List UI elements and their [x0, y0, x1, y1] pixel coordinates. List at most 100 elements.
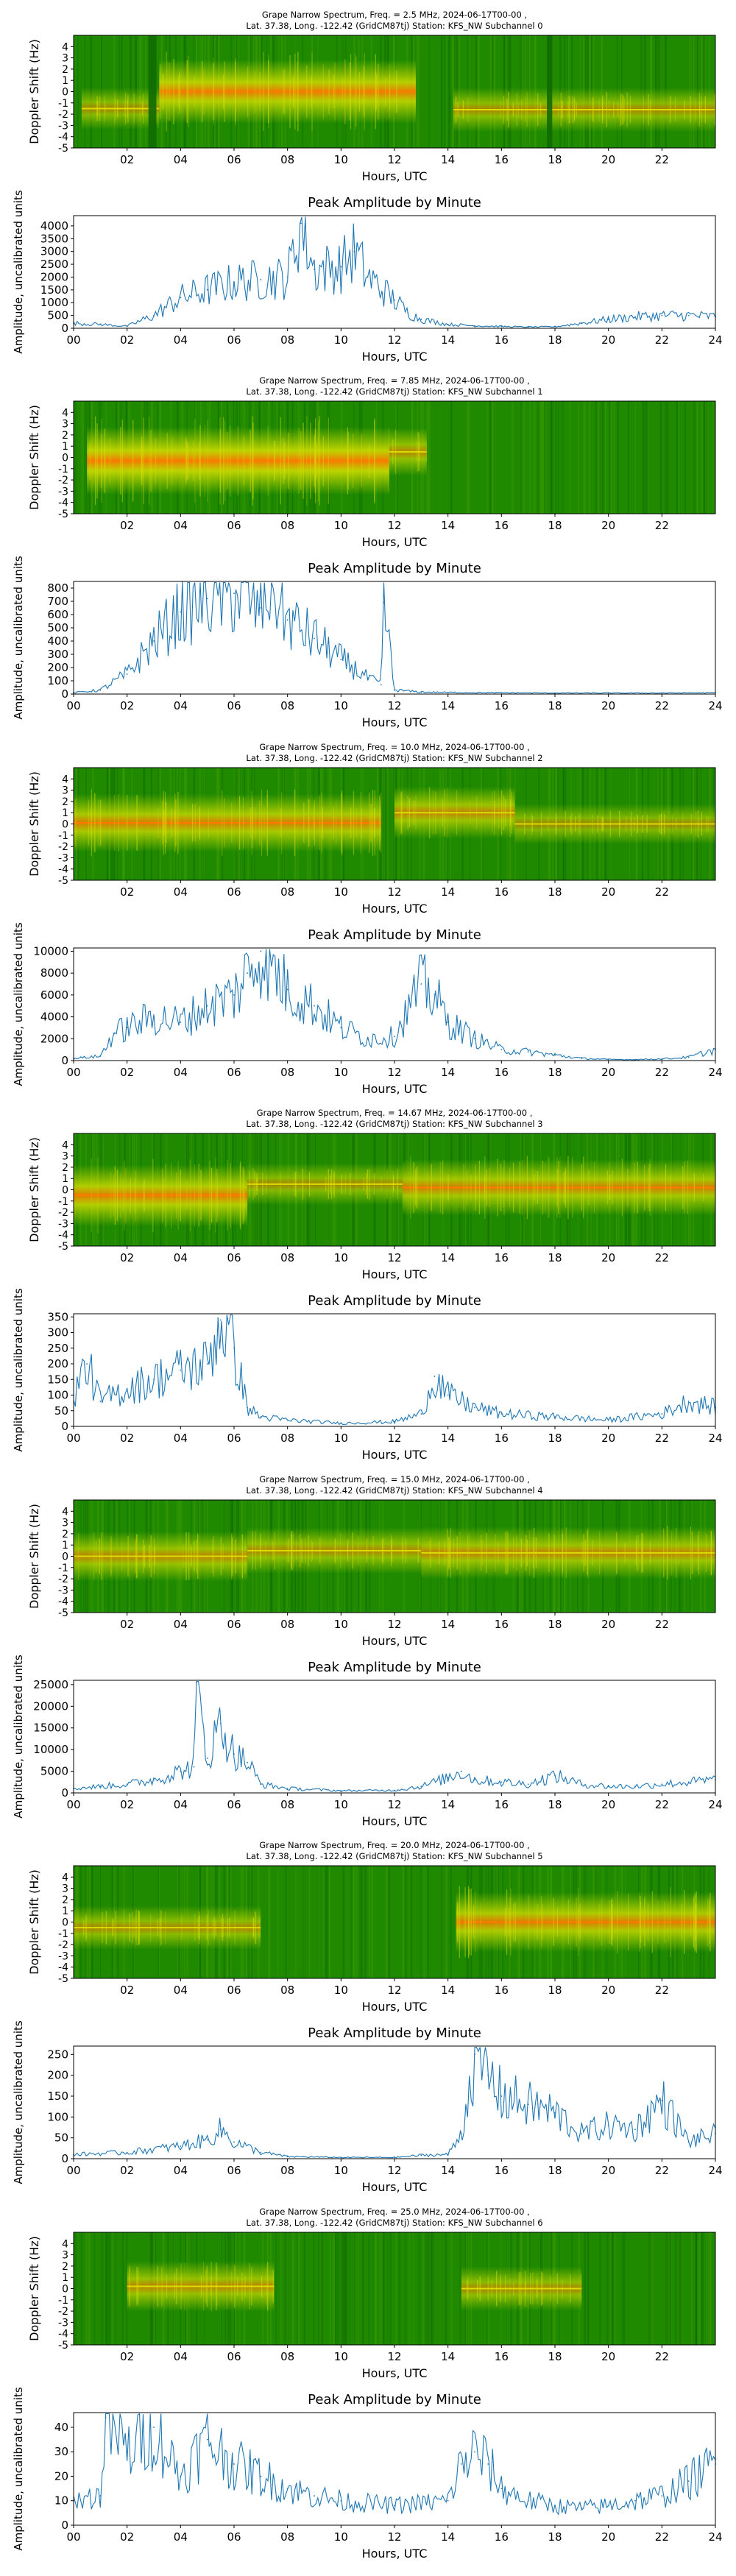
- amplitude-data-point: [180, 297, 182, 299]
- spectrum-texture-streak: [451, 401, 453, 514]
- amplitude-data-point: [86, 1363, 88, 1365]
- doppler-tick-label: 4: [62, 407, 68, 419]
- amplitude-y-tick-label: 4000: [40, 219, 68, 233]
- spectrum-fuzz: [430, 1537, 431, 1568]
- spectrum-texture-streak: [335, 2232, 337, 2345]
- amplitude-panel: Peak Amplitude by Minute 0 10 20 30 40 00 02 04 0…: [12, 2387, 723, 2561]
- spectrum-fuzz: [194, 804, 196, 842]
- spectrum-panel: Grape Narrow Spectrum, Freq. = 20.0 MHz,…: [27, 1840, 716, 2014]
- amplitude-data-point: [126, 673, 128, 675]
- amplitude-x-tick-label: 00: [66, 1798, 80, 1811]
- spectrum-texture-streak: [285, 1866, 287, 1978]
- spectrum-fuzz: [525, 2282, 526, 2296]
- spectrum-texture-streak: [675, 2232, 677, 2345]
- amplitude-x-tick-label: 18: [548, 2164, 562, 2177]
- doppler-tick-label: 4: [62, 1139, 68, 1151]
- spectrum-fuzz: [186, 1181, 188, 1210]
- amplitude-frame: [73, 2045, 716, 2159]
- amplitude-x-tick-label: 02: [120, 333, 134, 347]
- spectrum-fuzz: [224, 61, 225, 122]
- doppler-tick-label: 0: [62, 2284, 68, 2296]
- spectrum-fuzz: [303, 802, 305, 843]
- spectrum-fuzz: [606, 1170, 609, 1205]
- amplitude-data-point: [180, 611, 182, 613]
- amplitude-data-point: [99, 1786, 102, 1788]
- spectrum-fuzz: [298, 428, 300, 494]
- spectrum-fuzz: [682, 812, 684, 836]
- amplitude-data-point: [180, 2145, 182, 2147]
- amplitude-y-tick-label: 40: [54, 2421, 68, 2434]
- amplitude-data-point: [527, 2103, 529, 2106]
- spectrum-x-tick-label: 06: [227, 2350, 241, 2363]
- spectrum-fuzz: [649, 1158, 651, 1217]
- spectrum-texture-streak: [297, 2232, 299, 2345]
- spectrum-x-axis-label: Hours, UTC: [362, 169, 428, 183]
- spectrum-texture-streak: [595, 401, 598, 514]
- spectrum-fuzz: [176, 2268, 177, 2305]
- spectrum-fuzz: [328, 1169, 329, 1200]
- spectrum-texture-streak: [612, 2232, 613, 2345]
- spectrum-fuzz: [165, 1911, 166, 1945]
- spectrum-x-tick-label: 22: [655, 885, 669, 899]
- spectrum-fuzz: [598, 1903, 600, 1941]
- spectrum-fuzz: [646, 818, 648, 829]
- amplitude-panel: Peak Amplitude by Minute0100200300400500…: [12, 556, 723, 729]
- spectrum-fuzz: [578, 1907, 579, 1937]
- spectrum-fuzz: [506, 99, 508, 121]
- amplitude-y-tick-label: 0: [61, 2519, 68, 2532]
- amplitude-data-point: [687, 2141, 690, 2143]
- amplitude-data-point: [126, 325, 128, 328]
- doppler-tick-label: -4: [58, 1962, 68, 1974]
- spectrum-fuzz: [99, 96, 101, 121]
- spectrum-fuzz: [505, 799, 506, 827]
- amplitude-y-tick-label: 1000: [40, 296, 68, 309]
- doppler-tick-label: -2: [58, 1574, 68, 1585]
- spectrum-fuzz: [222, 1918, 224, 1938]
- spectrum-fuzz: [659, 814, 660, 834]
- amplitude-x-tick-label: 08: [280, 1798, 294, 1811]
- amplitude-x-tick-label: 08: [280, 333, 294, 347]
- spectrum-fuzz: [701, 96, 702, 123]
- amplitude-data-point: [196, 1682, 198, 1683]
- amplitude-x-axis-label: Hours, UTC: [362, 1814, 428, 1828]
- amplitude-title: Peak Amplitude by Minute: [308, 1660, 481, 1675]
- doppler-tick-label: -1: [58, 1563, 68, 1574]
- amplitude-data-point: [286, 276, 289, 278]
- spectrum-fuzz: [497, 1158, 498, 1217]
- amplitude-data-point: [233, 2463, 235, 2465]
- spectrum-fuzz: [229, 1917, 230, 1938]
- spectrum-texture-streak: [690, 2232, 693, 2345]
- spectrum-fuzz: [601, 1542, 603, 1564]
- amplitude-data-point: [340, 2156, 342, 2159]
- spectrum-fuzz: [105, 1911, 107, 1945]
- amplitude-series-line: [74, 949, 715, 1061]
- spectrum-fuzz: [606, 92, 608, 127]
- spectrum-texture-streak: [355, 2232, 357, 2345]
- spectrum-fuzz: [257, 1172, 258, 1195]
- spectrum-fuzz: [294, 54, 296, 130]
- spectrum-fuzz: [512, 1162, 514, 1213]
- amplitude-data-point: [340, 1422, 342, 1424]
- amplitude-x-tick-label: 00: [66, 333, 80, 347]
- spectrum-x-tick-label: 02: [120, 1618, 134, 1631]
- amplitude-x-tick-label: 22: [655, 2530, 669, 2544]
- spectrum-x-tick-label: 08: [280, 1984, 294, 1997]
- amplitude-x-tick-label: 02: [120, 1798, 134, 1811]
- spectrum-texture-streak: [284, 2232, 286, 2345]
- spectrum-fuzz: [536, 2279, 537, 2299]
- spectrum-fuzz: [244, 2275, 246, 2297]
- spectrum-fuzz: [258, 1917, 260, 1938]
- spectrum-panel: Grape Narrow Spectrum, Freq. = 15.0 MHz,…: [27, 1474, 716, 1648]
- spectrum-fuzz: [583, 1534, 584, 1572]
- spectrum-fuzz: [287, 1538, 289, 1563]
- spectrum-texture-streak: [599, 2232, 601, 2345]
- spectrum-x-tick-label: 10: [334, 1618, 348, 1631]
- spectrum-x-tick-label: 08: [280, 1618, 294, 1631]
- spectrum-texture-streak: [643, 401, 645, 514]
- amplitude-data-point: [434, 1376, 436, 1377]
- spectrum-fuzz: [558, 102, 559, 117]
- spectrum-fuzz: [508, 91, 509, 127]
- spectrum-fuzz: [418, 442, 420, 461]
- spectrum-fuzz: [173, 58, 174, 125]
- spectrum-fuzz: [234, 2265, 236, 2308]
